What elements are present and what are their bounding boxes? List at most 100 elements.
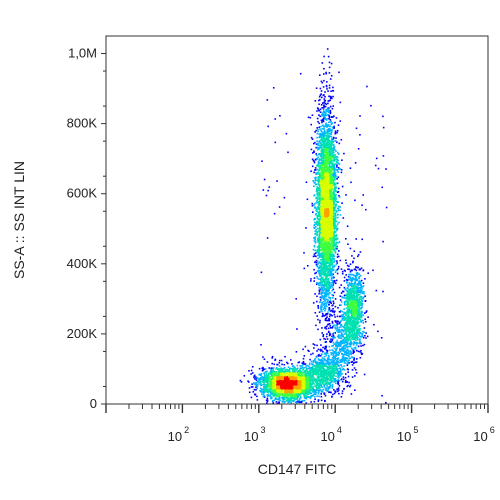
event-dot <box>327 373 330 376</box>
event-dot <box>323 114 325 116</box>
event-dot <box>327 387 329 389</box>
event-dot <box>327 388 330 390</box>
event-dot <box>316 249 319 251</box>
event-dot <box>325 362 328 365</box>
event-dot <box>327 311 329 313</box>
event-dot <box>318 133 320 135</box>
event-dot <box>268 388 271 391</box>
event-dot <box>336 159 338 161</box>
event-dot <box>354 375 356 377</box>
event-dot <box>298 394 300 397</box>
event-dot <box>333 381 335 383</box>
event-dot <box>327 138 330 140</box>
event-dot <box>326 305 328 308</box>
event-dot <box>296 402 298 404</box>
event-dot <box>314 312 317 314</box>
event-dot <box>311 374 313 377</box>
event-dot <box>283 370 285 372</box>
event-dot <box>260 380 262 383</box>
event-dot <box>347 326 349 328</box>
event-dot <box>332 353 335 356</box>
event-dot <box>313 160 315 163</box>
event-dot <box>337 255 340 258</box>
event-dot <box>319 355 322 357</box>
event-dot <box>262 388 264 391</box>
event-dot <box>332 363 334 365</box>
event-dot <box>355 274 358 276</box>
event-dot <box>270 367 272 369</box>
event-dot <box>317 369 319 371</box>
event-dot <box>285 132 288 135</box>
event-dot <box>338 250 340 252</box>
event-dot <box>318 153 320 156</box>
event-dot <box>381 394 383 397</box>
event-dot <box>321 287 324 289</box>
event-dot <box>321 96 323 99</box>
event-dot <box>342 376 345 378</box>
event-dot <box>332 184 335 186</box>
event-dot <box>346 339 349 341</box>
event-dot <box>330 90 332 92</box>
event-dot <box>335 245 337 248</box>
event-dot <box>324 125 327 127</box>
event-dot <box>322 254 324 257</box>
event-dot <box>323 98 326 100</box>
event-dot <box>315 368 318 370</box>
event-dot <box>314 369 317 372</box>
event-dot <box>341 270 344 273</box>
event-dot <box>276 363 278 366</box>
event-dot <box>332 300 335 303</box>
event-dot <box>356 297 358 300</box>
event-dot <box>315 173 318 175</box>
event-dot <box>333 347 336 350</box>
event-dot <box>329 375 331 377</box>
event-dot <box>358 328 360 330</box>
event-dot <box>322 257 325 259</box>
event-dot <box>331 137 333 140</box>
event-dot <box>332 224 335 226</box>
event-dot <box>332 175 334 177</box>
event-dot <box>251 383 253 385</box>
event-dot <box>316 282 319 284</box>
event-dot <box>332 105 334 107</box>
event-dot <box>333 276 335 279</box>
event-dot <box>323 288 326 291</box>
event-dot <box>327 140 330 143</box>
event-dot <box>321 301 323 304</box>
event-dot <box>322 370 325 373</box>
event-dot <box>329 111 332 114</box>
event-dot <box>317 400 320 402</box>
event-dot <box>324 277 327 280</box>
event-dot <box>360 285 363 288</box>
event-dot <box>357 322 359 325</box>
event-dot <box>339 321 341 324</box>
event-dot <box>333 182 336 184</box>
event-dot <box>316 350 318 352</box>
event-dot <box>324 118 327 120</box>
event-dot <box>287 398 289 401</box>
event-dot <box>273 395 276 397</box>
event-dot <box>250 369 253 372</box>
event-dot <box>349 310 351 312</box>
event-dot <box>328 358 331 361</box>
event-dot <box>331 141 333 144</box>
event-dot <box>353 367 356 369</box>
event-dot <box>312 343 315 345</box>
event-dot <box>351 273 353 276</box>
event-dot <box>341 366 343 368</box>
event-dot <box>319 98 321 101</box>
event-dot <box>325 112 327 114</box>
event-dot <box>314 203 316 205</box>
event-dot <box>284 370 287 372</box>
event-dot <box>316 144 319 146</box>
event-dot <box>358 313 360 315</box>
event-dot <box>349 167 352 169</box>
event-dot <box>287 362 289 365</box>
event-dot <box>295 351 298 353</box>
event-dot <box>314 367 317 369</box>
event-dot <box>318 237 320 239</box>
event-dot <box>360 321 363 323</box>
event-dot <box>327 261 329 264</box>
event-dot <box>280 359 283 362</box>
event-dot <box>350 181 352 184</box>
